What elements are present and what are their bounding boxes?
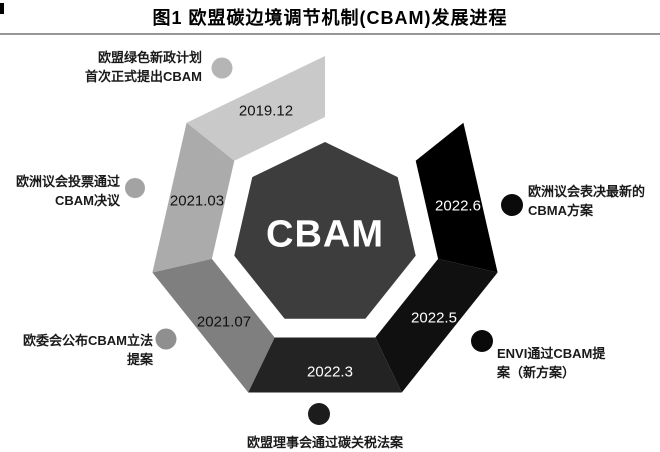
milestone-dot-2022-6 — [501, 194, 523, 216]
segment-2019-12 — [186, 56, 325, 161]
event-line: 欧盟绿色新政计划 — [97, 50, 202, 65]
date-2022-3: 2022.3 — [307, 363, 353, 381]
segment-2022-6 — [415, 122, 498, 273]
segment-2021-07 — [152, 258, 275, 393]
event-line: 欧洲议会投票通过 — [15, 174, 120, 189]
event-label-2021-07: 欧委会公布CBAM立法 提案 — [13, 331, 153, 369]
date-2019-12: 2019.12 — [238, 102, 294, 120]
segment-2022-3 — [248, 337, 402, 393]
milestone-dot-2022-3 — [308, 403, 330, 425]
segment-2021-03 — [152, 122, 235, 273]
title-divider — [0, 33, 660, 35]
milestone-dot-2021-03 — [125, 178, 145, 198]
date-2022-6: 2022.6 — [435, 197, 481, 215]
event-line: CBMA方案 — [528, 203, 593, 218]
event-label-2019-12: 欧盟绿色新政计划 首次正式提出CBAM — [42, 48, 202, 86]
date-2021-03: 2021.03 — [169, 192, 225, 210]
center-heptagon — [234, 142, 416, 319]
edge-artifact — [0, 3, 4, 14]
event-label-2022-6: 欧洲议会表决最新的 CBMA方案 — [528, 182, 658, 220]
date-2021-07: 2021.07 — [196, 313, 252, 331]
event-line: 提案 — [126, 352, 153, 367]
milestone-dot-2021-07 — [155, 328, 177, 350]
event-line: 欧委会公布CBAM立法 — [23, 333, 153, 348]
milestone-dot-2022-5 — [471, 330, 493, 352]
event-line: 案（新方案） — [497, 365, 576, 380]
event-line: 欧洲议会表决最新的 — [528, 184, 646, 199]
center-cbam-label: CBAM — [266, 213, 384, 256]
date-2022-5: 2022.5 — [411, 309, 457, 327]
figure-title: 图1 欧盟碳边境调节机制(CBAM)发展进程 — [152, 8, 508, 28]
segment-2022-5 — [375, 258, 498, 393]
event-label-2021-03: 欧洲议会投票通过 CBAM决议 — [0, 172, 120, 210]
event-line: 首次正式提出CBAM — [85, 69, 202, 84]
event-line: CBAM决议 — [55, 193, 120, 208]
event-label-2022-5: ENVI通过CBAM提 案（新方案） — [497, 344, 637, 382]
event-line: ENVI通过CBAM提 — [497, 346, 606, 361]
milestone-dot-2019-12 — [211, 57, 233, 79]
event-line: 欧盟理事会通过碳关税法案 — [246, 435, 403, 450]
event-label-2022-3: 欧盟理事会通过碳关税法案 — [225, 433, 425, 452]
